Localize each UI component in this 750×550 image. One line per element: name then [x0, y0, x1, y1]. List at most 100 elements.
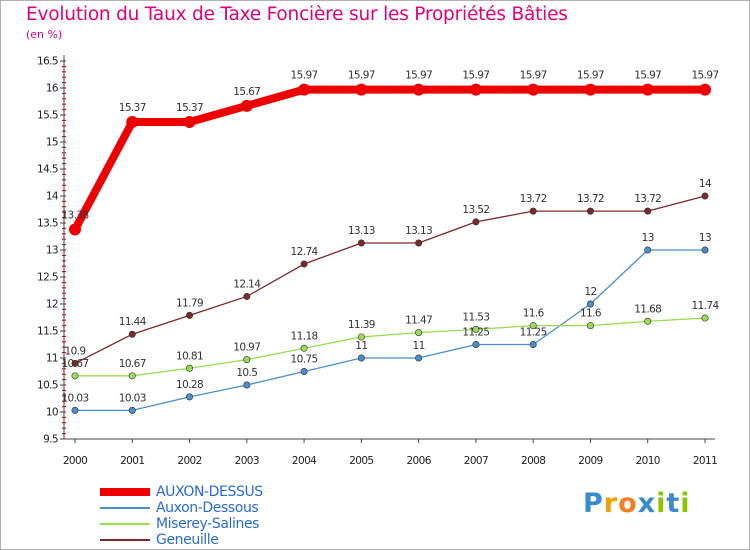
data-label: 15.37 [119, 102, 146, 114]
data-label: 11.18 [291, 330, 318, 342]
data-point [298, 83, 311, 96]
y-tick-label: 12 [46, 299, 58, 311]
data-point [357, 333, 365, 341]
data-label: 10.97 [233, 342, 260, 354]
data-point [415, 354, 423, 362]
data-label: 15.97 [405, 70, 432, 82]
data-label: 11.44 [119, 316, 147, 328]
data-label: 11.6 [523, 308, 545, 320]
logo-letter: i [680, 488, 691, 519]
x-tick-label: 2009 [578, 455, 602, 467]
x-tick-label: 2003 [235, 455, 259, 467]
data-label: 11.79 [176, 297, 203, 309]
line-chart: 9.5 10 10.5 11 11.5 12 12.5 13 13.5 14 14.5 15 15.5 1… [37, 55, 720, 467]
data-label: 15.97 [691, 70, 718, 82]
data-point [644, 207, 652, 215]
logo-letter: P [583, 488, 604, 519]
x-tick-label: 2008 [521, 455, 545, 467]
data-label: 11 [413, 340, 425, 352]
data-point [529, 207, 537, 215]
data-label: 10.67 [119, 358, 146, 370]
x-tick-label: 2000 [63, 455, 87, 467]
series-line-geneuille [74, 195, 706, 365]
data-label: 10.28 [176, 379, 203, 391]
data-point [586, 322, 594, 330]
x-tick-label: 2002 [177, 455, 201, 467]
data-label: 11.25 [462, 327, 489, 339]
data-label: 15.37 [176, 102, 203, 114]
x-tick-label: 2004 [292, 455, 317, 467]
data-point [126, 116, 139, 129]
data-point [584, 83, 597, 96]
data-point [128, 406, 136, 414]
logo-letter: x [637, 488, 657, 519]
series-line-auxon-dessous [74, 249, 706, 412]
x-tick-label: 2006 [406, 455, 431, 467]
data-point [357, 239, 365, 247]
data-label: 13.72 [577, 193, 604, 205]
data-label: 13.13 [348, 225, 375, 237]
data-point [128, 330, 136, 338]
series-line-auxon-dessus [71, 85, 709, 234]
data-label: 13.13 [405, 225, 432, 237]
data-label: 15.97 [348, 70, 375, 82]
data-label: 13.72 [520, 193, 547, 205]
data-point [586, 300, 594, 308]
data-point [415, 239, 423, 247]
data-point [529, 322, 537, 330]
data-point [699, 83, 711, 96]
data-point [586, 207, 594, 215]
data-point [472, 340, 480, 348]
data-label: 13 [699, 232, 711, 244]
data-point [701, 314, 709, 322]
data-label: 12 [584, 286, 596, 298]
y-tick-label: 15 [46, 137, 58, 149]
data-point [415, 329, 423, 337]
legend-swatch [100, 488, 150, 496]
data-point [641, 83, 654, 96]
data-point [472, 218, 480, 226]
legend-label: Geneuille [156, 532, 219, 548]
data-point [243, 356, 251, 364]
data-label: 13 [642, 232, 654, 244]
data-label: 13.52 [462, 204, 489, 216]
y-tick-label: 14.5 [37, 164, 58, 176]
legend-item: Auxon-Dessous [100, 500, 340, 516]
data-point [529, 340, 537, 348]
data-label: 11.39 [348, 319, 375, 331]
data-label: 15.97 [520, 70, 547, 82]
logo-letter: o [618, 488, 638, 519]
legend-label: Miserey-Salines [156, 516, 260, 532]
data-label: 11.68 [634, 303, 661, 315]
data-point [240, 99, 253, 112]
data-point [527, 83, 540, 96]
data-label: 10.67 [61, 358, 88, 370]
logo-letter: t [666, 488, 681, 519]
data-label: 11.47 [405, 315, 432, 327]
legend-swatch [100, 539, 150, 541]
data-point [71, 372, 79, 380]
data-label: 13.72 [634, 193, 661, 205]
data-point [644, 317, 652, 325]
data-point [469, 83, 482, 96]
data-point [243, 292, 251, 300]
x-tick-label: 2001 [120, 455, 144, 467]
y-tick-label: 9.5 [43, 434, 58, 446]
data-point [186, 364, 194, 372]
data-label: 15.97 [577, 70, 604, 82]
data-point [186, 393, 194, 401]
data-label: 15.97 [462, 70, 489, 82]
data-point [412, 83, 425, 96]
legend-item: Geneuille [100, 532, 340, 548]
data-label: 11.25 [520, 327, 547, 339]
y-tick-label: 16.5 [37, 56, 58, 68]
x-tick-label: 2011 [693, 455, 717, 467]
data-point [71, 359, 79, 367]
data-label: 11 [355, 340, 367, 352]
legend-swatch [100, 507, 150, 509]
y-tick-label: 11 [46, 353, 58, 365]
data-point [300, 344, 308, 352]
data-label: 11.6 [580, 308, 602, 320]
y-tick-label: 15.5 [37, 110, 58, 122]
x-tick-label: 2005 [349, 455, 373, 467]
